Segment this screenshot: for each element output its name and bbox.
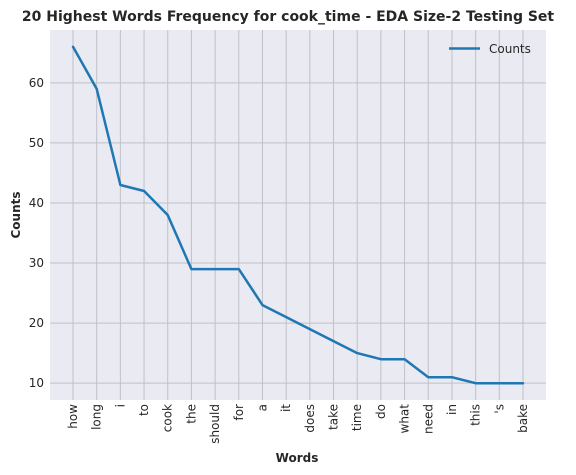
x-tick-label: do xyxy=(374,404,388,419)
chart-title: 20 Highest Words Frequency for cook_time… xyxy=(22,9,555,25)
y-tick-label: 30 xyxy=(29,256,44,270)
x-tick-label: take xyxy=(327,404,341,430)
y-axis-ticks: 10 20 30 40 50 60 xyxy=(29,76,44,390)
y-tick-label: 50 xyxy=(29,136,44,150)
x-tick-label: what xyxy=(398,404,412,434)
x-tick-label: need xyxy=(421,404,435,434)
plot-area xyxy=(50,30,546,400)
series-layer xyxy=(71,45,525,385)
x-tick-label: in xyxy=(445,404,459,415)
x-tick-label: the xyxy=(184,404,198,424)
x-tick-label: time xyxy=(350,404,364,431)
x-tick-label: does xyxy=(303,404,317,433)
x-tick-label: how xyxy=(66,404,80,429)
x-tick-label: a xyxy=(255,404,269,411)
x-tick-label: for xyxy=(232,404,246,421)
y-tick-label: 10 xyxy=(29,376,44,390)
x-tick-label: i xyxy=(113,404,127,407)
y-tick-label: 40 xyxy=(29,196,44,210)
x-tick-label: to xyxy=(137,404,151,416)
x-axis-title: Words xyxy=(276,451,319,465)
y-tick-label: 20 xyxy=(29,316,44,330)
x-tick-label: should xyxy=(208,404,222,444)
x-tick-label: 's xyxy=(492,404,506,414)
y-tick-label: 60 xyxy=(29,76,44,90)
x-tick-label: bake xyxy=(516,404,530,433)
x-axis-ticks: how long i to cook the should for a it does take tim… xyxy=(66,404,530,444)
legend: Counts xyxy=(449,42,531,56)
series-line xyxy=(71,45,525,385)
x-tick-label: long xyxy=(90,404,104,430)
x-tick-label: cook xyxy=(161,404,175,432)
y-axis-title: Counts xyxy=(9,191,23,238)
grid xyxy=(50,30,546,400)
x-tick-label: it xyxy=(279,404,293,412)
x-tick-label: this xyxy=(469,404,483,426)
legend-label: Counts xyxy=(489,42,531,56)
